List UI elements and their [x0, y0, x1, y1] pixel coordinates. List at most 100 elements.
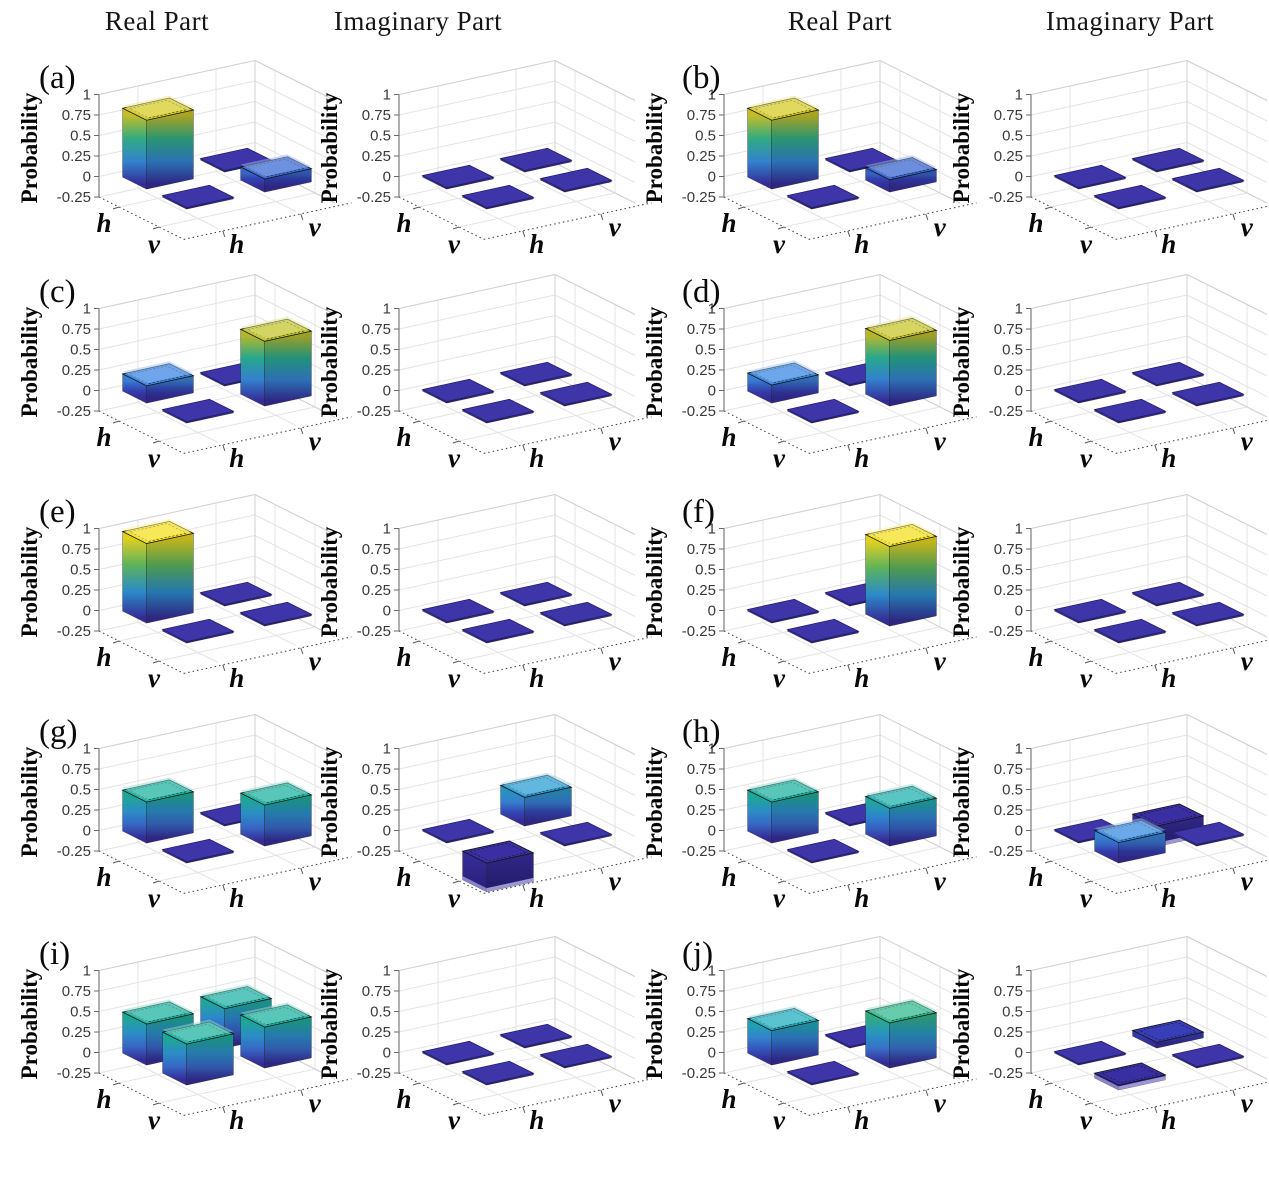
probability-axis-label: Probability: [949, 306, 974, 417]
bar-vv: [539, 167, 613, 193]
base-axes: [723, 850, 977, 894]
col-basis-label-v: v: [609, 1088, 622, 1118]
z-tick-label: 0: [83, 169, 91, 186]
bar-cap: [122, 777, 194, 800]
z-tick-label: 0: [383, 603, 391, 620]
bar-vh: [461, 840, 535, 893]
row-basis-label-v: v: [1080, 883, 1093, 913]
base-axes: [1030, 410, 1269, 454]
panel-i-imag-plot: 1 0.75 0.5 0.25 0 -0.25 Probability h v h v: [317, 936, 652, 1135]
bars: [1053, 581, 1245, 644]
probability-axis-label: Probability: [17, 306, 42, 417]
z-tick-label: 0.5: [695, 782, 716, 799]
row-basis-label-h: h: [96, 862, 111, 892]
z-axis: 1 0.75 0.5 0.25 0 -0.25: [357, 741, 400, 860]
base-axes: [1030, 850, 1269, 894]
row-basis-label-v: v: [1080, 229, 1093, 259]
panel-h-imag-plot: 1 0.75 0.5 0.25 0 -0.25 Probability h v h v: [949, 714, 1269, 913]
z-tick-label: 0.5: [1002, 1004, 1023, 1021]
bars: [1053, 147, 1245, 210]
z-tick-label: 0.5: [370, 782, 391, 799]
z-tick-label: 0.5: [70, 342, 91, 359]
column-header-real-right: Real Part: [787, 6, 893, 36]
z-axis: 1 0.75 0.5 0.25 0 -0.25: [989, 741, 1032, 860]
bar-vh: [461, 618, 535, 644]
z-axis: 1 0.75 0.5 0.25 0 -0.25: [57, 87, 100, 206]
bars: [421, 1023, 613, 1086]
bar-cap: [747, 360, 819, 383]
z-tick-label: 0.75: [362, 321, 391, 338]
bar-hh: [1053, 164, 1127, 190]
bars: [421, 147, 613, 210]
z-tick-label: 0.75: [62, 541, 91, 558]
panel-e-real-plot: 1 0.75 0.5 0.25 0 -0.25 Probability h v h v (e): [17, 494, 352, 693]
z-tick-label: 1: [1015, 963, 1023, 980]
base-axes: [723, 196, 977, 240]
panel-letter-c: (c): [39, 274, 76, 310]
probability-axis-label: Probability: [949, 526, 974, 637]
bars: [121, 95, 313, 210]
z-tick-label: -0.25: [357, 623, 391, 640]
bar-vv: [239, 1002, 313, 1069]
z-axis: 1 0.75 0.5 0.25 0 -0.25: [357, 521, 400, 640]
z-tick-label: -0.25: [357, 843, 391, 860]
z-tick-label: 0.75: [687, 983, 716, 1000]
bars: [121, 777, 313, 864]
z-tick-label: 0.5: [695, 342, 716, 359]
bar-hh: [421, 164, 495, 190]
z-tick-label: 0.75: [994, 983, 1023, 1000]
panel-b-imag-plot: 1 0.75 0.5 0.25 0 -0.25 Probability h v h v: [949, 60, 1269, 259]
bar-cap: [162, 1019, 234, 1042]
z-tick-label: 0.25: [687, 148, 716, 165]
z-tick-label: 0.75: [687, 541, 716, 558]
col-basis-label-v: v: [1241, 646, 1254, 676]
base-axes: [398, 630, 652, 674]
grid-lines: [1030, 60, 1268, 229]
panel-e-imag-plot: 1 0.75 0.5 0.25 0 -0.25 Probability h v h v: [317, 494, 652, 693]
column-header-real-left: Real Part: [104, 6, 210, 36]
row-basis-label-h: h: [1028, 642, 1043, 672]
bar-vv: [1171, 381, 1245, 407]
grid-lines: [1030, 274, 1268, 443]
col-basis-label-h: h: [854, 883, 869, 913]
col-basis-label-h: h: [854, 1105, 869, 1135]
z-tick-label: 0.25: [687, 1024, 716, 1041]
row-basis-label-h: h: [721, 642, 736, 672]
col-basis-label-v: v: [934, 426, 947, 456]
z-tick-label: 0: [83, 383, 91, 400]
bar-cap: [747, 1006, 819, 1029]
z-axis: 1 0.75 0.5 0.25 0 -0.25: [682, 301, 725, 420]
bar-hh: [121, 518, 195, 624]
panel-letter-f: (f): [682, 494, 715, 530]
probability-axis-label: Probability: [17, 968, 42, 1079]
grid-lines: [398, 936, 636, 1105]
row-basis-label-h: h: [396, 1084, 411, 1114]
z-tick-label: 0.25: [62, 148, 91, 165]
z-tick-label: 0.5: [70, 562, 91, 579]
bar-cap: [865, 783, 937, 806]
z-tick-label: 0: [708, 603, 716, 620]
z-tick-label: 0: [383, 169, 391, 186]
bar-cap: [865, 521, 937, 545]
row-basis-label-v: v: [773, 443, 786, 473]
z-tick-label: 1: [708, 301, 716, 318]
probability-axis-label: Probability: [317, 92, 342, 203]
col-basis-label-v: v: [309, 212, 322, 242]
bars: [1053, 361, 1245, 424]
bars: [121, 518, 313, 644]
z-tick-label: 0.25: [362, 362, 391, 379]
bar-vh: [1093, 184, 1167, 210]
bar-hv: [1131, 361, 1205, 387]
z-tick-label: 0.25: [62, 1024, 91, 1041]
row-basis-label-h: h: [96, 642, 111, 672]
bar-hh: [746, 95, 820, 190]
col-basis-label-v: v: [1241, 866, 1254, 896]
col-basis-label-v: v: [1241, 426, 1254, 456]
bar-hh: [746, 777, 820, 844]
col-basis-label-h: h: [529, 883, 544, 913]
z-tick-label: 1: [83, 87, 91, 104]
col-basis-label-h: h: [854, 229, 869, 259]
row-basis-label-v: v: [1080, 443, 1093, 473]
bars: [121, 316, 313, 424]
